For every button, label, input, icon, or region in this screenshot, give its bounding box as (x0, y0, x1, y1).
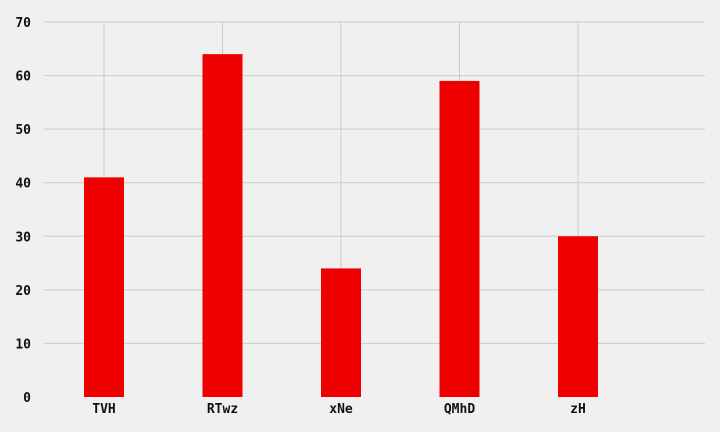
x-tick-label: RTwz (207, 402, 238, 417)
y-tick-label: 60 (15, 70, 31, 85)
bar-qmhd (439, 80, 480, 397)
y-tick-labels: 0 10 20 30 40 50 60 70 (15, 16, 31, 406)
y-tick-label: 40 (15, 177, 31, 192)
y-gridlines (44, 21, 705, 344)
y-tick-label: 0 (23, 391, 31, 406)
bar-xne (321, 268, 361, 397)
y-tick-label: 20 (15, 284, 31, 299)
x-tick-labels: TVH RTwz xNe QMhD zH (92, 402, 586, 417)
bar-tvh (84, 177, 124, 397)
x-tick-label: TVH (92, 402, 115, 417)
bar-zh (558, 236, 598, 397)
x-tick-label: xNe (329, 402, 353, 417)
bar-rtwz (202, 54, 243, 398)
bars (84, 54, 598, 398)
y-tick-label: 70 (15, 16, 31, 31)
y-tick-label: 30 (15, 230, 31, 245)
x-tick-label: zH (570, 402, 586, 417)
y-tick-label: 10 (15, 337, 31, 352)
x-tick-label: QMhD (444, 402, 475, 417)
y-tick-label: 50 (15, 123, 31, 138)
